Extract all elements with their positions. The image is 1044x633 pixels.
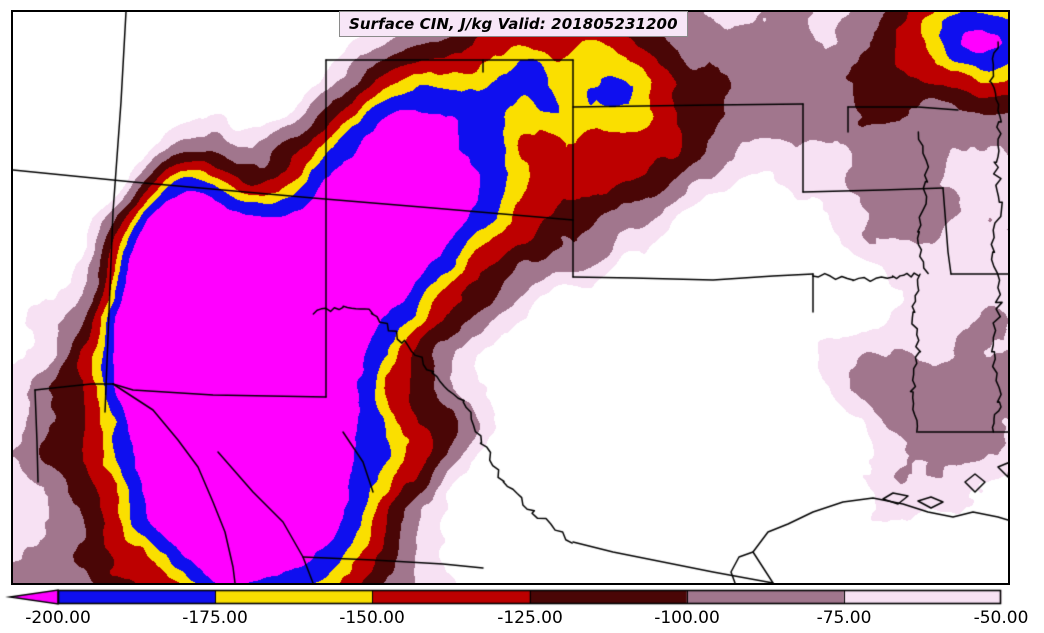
cin-shaded-field [13, 12, 1008, 583]
colorbar-gradient [0, 586, 1044, 608]
map-plot-area[interactable] [11, 10, 1010, 585]
colorbar-tick-label: -75.00 [816, 608, 872, 628]
colorbar-tick-label: -175.00 [182, 608, 248, 628]
colorbar-tick-label: -50.00 [973, 608, 1029, 628]
colorbar: -200.00 -175.00 -150.00 -125.00 -100.00 -75.0… [0, 586, 1044, 633]
page-title: Surface CIN, J/kg Valid: 201805231200 [349, 15, 678, 33]
colorbar-tick-label: -100.00 [654, 608, 720, 628]
colorbar-tick-label: -125.00 [497, 608, 563, 628]
colorbar-tick-label: -200.00 [25, 608, 91, 628]
colorbar-tick-labels: -200.00 -175.00 -150.00 -125.00 -100.00 -75.0… [0, 608, 1044, 633]
colorbar-tick-label: -150.00 [339, 608, 405, 628]
plot-title-box: Surface CIN, J/kg Valid: 201805231200 [339, 11, 688, 37]
